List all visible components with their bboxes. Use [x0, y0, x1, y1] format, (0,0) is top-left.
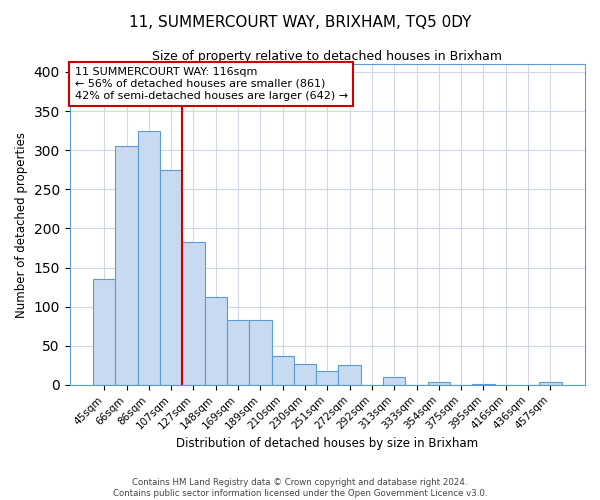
Bar [205, 298, 227, 385]
Text: Contains HM Land Registry data © Crown copyright and database right 2024.
Contai: Contains HM Land Registry data © Crown c… [113, 478, 487, 498]
Bar [160, 170, 182, 385]
Text: 11, SUMMERCOURT WAY, BRIXHAM, TQ5 0DY: 11, SUMMERCOURT WAY, BRIXHAM, TQ5 0DY [129, 15, 471, 30]
Text: 11 SUMMERCOURT WAY: 116sqm
← 56% of detached houses are smaller (861)
42% of sem: 11 SUMMERCOURT WAY: 116sqm ← 56% of deta… [75, 68, 348, 100]
Bar [383, 377, 406, 385]
Bar [115, 146, 137, 385]
Y-axis label: Number of detached properties: Number of detached properties [15, 132, 28, 318]
Bar [227, 320, 249, 385]
Bar [338, 366, 361, 385]
Bar [272, 356, 294, 385]
Title: Size of property relative to detached houses in Brixham: Size of property relative to detached ho… [152, 50, 502, 63]
Bar [428, 382, 450, 385]
Bar [182, 242, 205, 385]
Bar [316, 371, 338, 385]
Bar [539, 382, 562, 385]
Bar [249, 320, 272, 385]
Bar [93, 280, 115, 385]
Bar [472, 384, 494, 385]
X-axis label: Distribution of detached houses by size in Brixham: Distribution of detached houses by size … [176, 437, 478, 450]
Bar [137, 130, 160, 385]
Bar [294, 364, 316, 385]
